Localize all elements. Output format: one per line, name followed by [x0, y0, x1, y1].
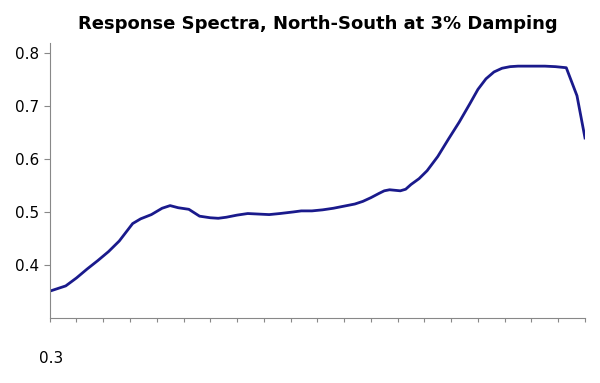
Text: 0.3: 0.3 — [39, 350, 63, 366]
Title: Response Spectra, North-South at 3% Damping: Response Spectra, North-South at 3% Damp… — [77, 15, 557, 33]
